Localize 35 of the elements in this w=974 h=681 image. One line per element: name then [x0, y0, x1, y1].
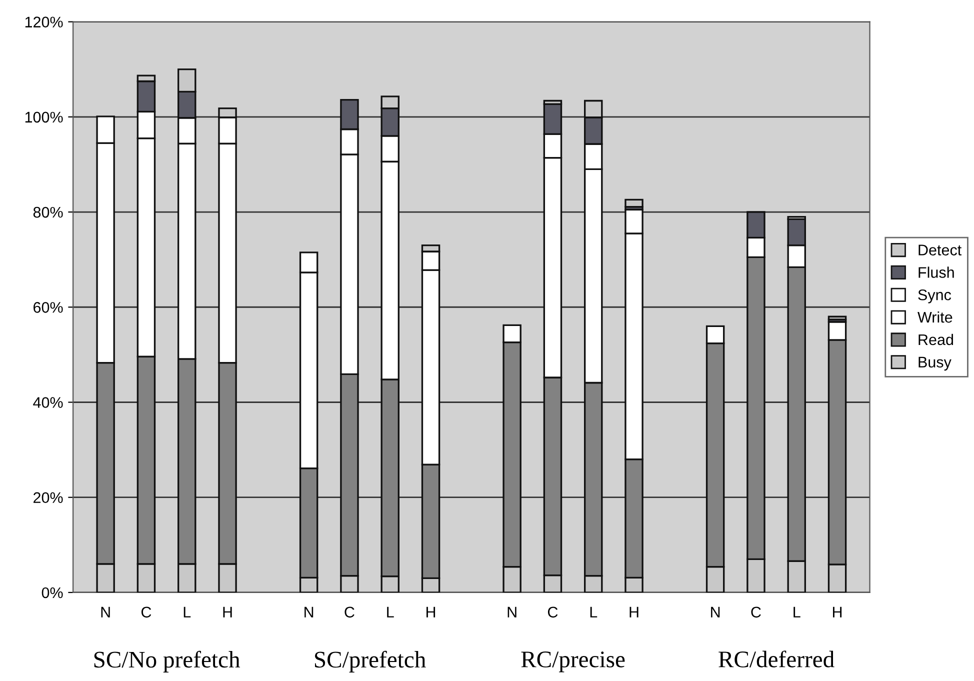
text: SC/No prefetch [94, 650, 240, 672]
y-tick-label: 80% [33, 206, 63, 218]
y-tick-label: 100% [25, 112, 63, 123]
x-tick-label: N [508, 606, 516, 618]
x-tick-label: L [590, 606, 598, 618]
x-tick-label: N [304, 606, 314, 618]
x-tick-label: H [223, 606, 232, 618]
y-tick-label: 120% [25, 16, 63, 28]
legend-label: Flush [918, 266, 954, 278]
x-tick-label: L [387, 606, 394, 618]
x-tick-label: L [794, 606, 800, 618]
x-tick-label: C [141, 606, 152, 618]
x-tick-label: L [184, 606, 191, 618]
legend-label: Sync [918, 289, 952, 304]
text: RC/deferred [718, 650, 834, 668]
y-tick-label: 60% [34, 302, 63, 313]
text: RC/precise [521, 652, 625, 672]
x-tick-label: N [711, 606, 720, 618]
x-tick-label: H [833, 606, 842, 618]
x-tick-label: H [426, 606, 436, 618]
legend-label: Read [918, 334, 954, 346]
y-tick-label: 20% [34, 492, 63, 504]
legend-label: Detect [918, 244, 962, 256]
y-tick-label: 0% [42, 587, 63, 598]
legend-label: Write [918, 311, 952, 323]
bar [624, 198, 644, 208]
x-tick-label: C [751, 606, 761, 618]
x-tick-label: C [344, 606, 354, 618]
legend-label: Busy [918, 356, 952, 371]
y-tick-label: 40% [33, 397, 63, 408]
bar [828, 316, 847, 320]
text: SC/prefetch [314, 650, 426, 672]
x-tick-label: N [101, 606, 110, 618]
x-tick-label: C [548, 606, 558, 618]
x-tick-label: H [630, 606, 638, 618]
